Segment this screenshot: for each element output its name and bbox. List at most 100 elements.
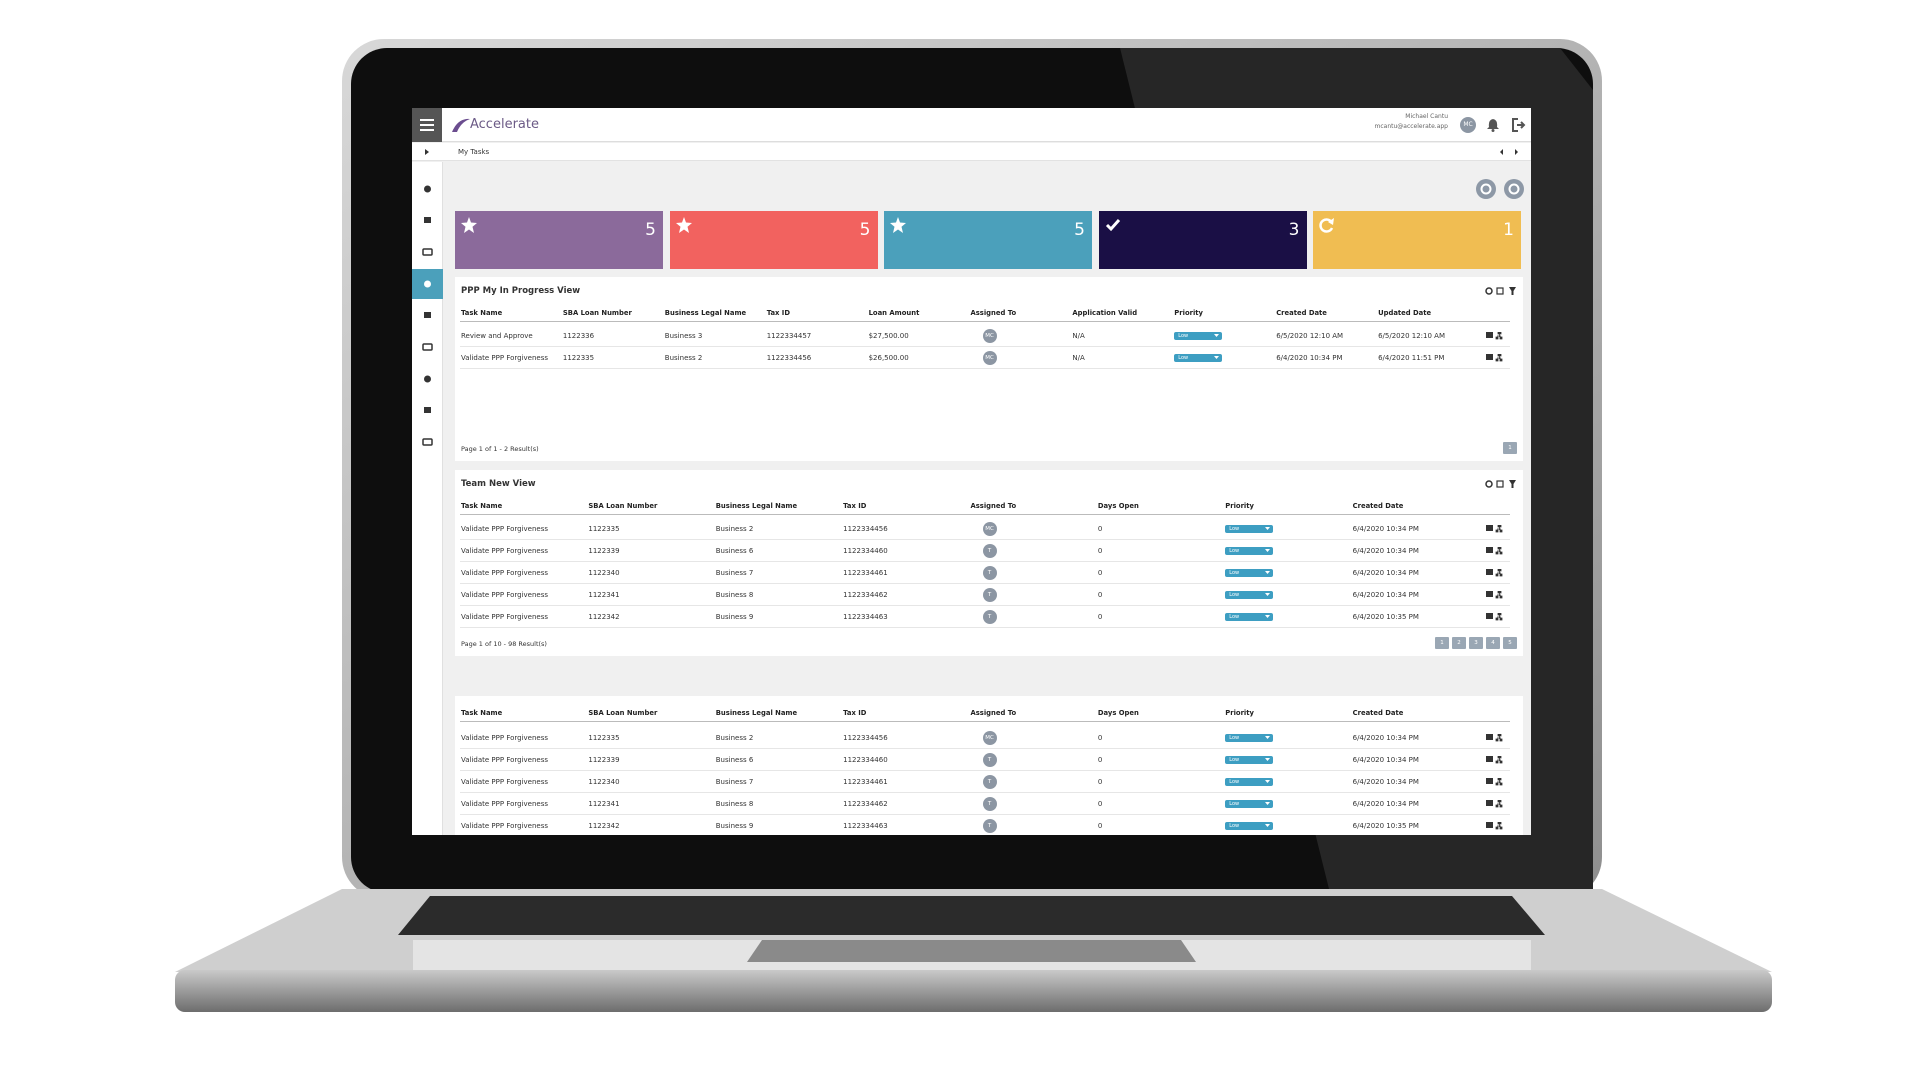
action-list [1486, 800, 1493, 806]
row-actions[interactable] [1486, 734, 1506, 742]
action-tree [1495, 591, 1503, 599]
summary-tile[interactable]: 5 [669, 211, 878, 269]
row-actions[interactable] [1486, 613, 1506, 621]
page-button[interactable]: 3 [1469, 637, 1483, 649]
table-cell: 0 [1097, 613, 1103, 621]
row-rule [460, 748, 1510, 749]
column-header: Updated Date [1378, 309, 1432, 317]
button-bg [1504, 179, 1524, 199]
table-cell: $26,500.00 [868, 354, 909, 362]
row-actions[interactable] [1486, 569, 1506, 577]
button-bg [1476, 179, 1496, 199]
table-cell: 1122334456 [843, 734, 888, 742]
priority-select[interactable]: Low [1225, 778, 1274, 786]
row-actions[interactable] [1486, 800, 1506, 808]
tool-refresh [1485, 480, 1493, 488]
page-button[interactable]: 2 [1452, 637, 1466, 649]
nav-icon [424, 217, 431, 223]
table-cell: 1122334460 [843, 756, 888, 764]
row-actions[interactable] [1486, 332, 1506, 340]
settings-button[interactable] [1504, 179, 1524, 199]
priority-select[interactable]: Low [1225, 547, 1274, 555]
priority-select[interactable]: Low [1174, 332, 1223, 340]
column-header: Business Legal Name [664, 309, 747, 317]
panel-tools[interactable] [1485, 479, 1519, 489]
priority-select[interactable]: Low [1225, 800, 1274, 808]
table-cell: 0 [1097, 569, 1103, 577]
table-cell: 0 [1097, 525, 1103, 533]
priority-select[interactable]: Low [1225, 734, 1274, 742]
refresh-button[interactable] [1476, 179, 1496, 199]
table-cell: 1122334463 [843, 822, 888, 830]
table-cell: 1122334456 [843, 525, 888, 533]
row-actions[interactable] [1486, 756, 1506, 764]
row-actions[interactable] [1486, 525, 1506, 533]
column-header: Priority [1174, 309, 1203, 317]
row-actions[interactable] [1486, 822, 1506, 830]
user-name: Michael Cantu [1405, 113, 1448, 120]
panel-tools[interactable] [1485, 286, 1519, 296]
action-tree [1495, 547, 1503, 555]
dropdown-caret [1265, 758, 1271, 761]
row-actions[interactable] [1486, 354, 1506, 362]
page-button[interactable]: 1 [1503, 442, 1517, 454]
header-rule [460, 514, 1510, 515]
expand-arrow [425, 149, 429, 155]
table-cell: 6/4/2020 10:34 PM [1352, 778, 1419, 786]
priority-select[interactable]: Low [1174, 354, 1223, 362]
user-avatar[interactable]: MC [1460, 117, 1476, 133]
table-cell: 6/4/2020 10:34 PM [1352, 547, 1419, 555]
row-actions[interactable] [1486, 778, 1506, 786]
action-list [1486, 756, 1493, 762]
priority-select[interactable]: Low [1225, 756, 1274, 764]
row-rule [460, 368, 1510, 369]
page-button[interactable]: 4 [1486, 637, 1500, 649]
summary-tile[interactable]: 5 [455, 211, 663, 269]
table-cell: 1122334462 [843, 591, 888, 599]
dropdown-caret [1265, 736, 1271, 739]
priority-select[interactable]: Low [1225, 591, 1274, 599]
column-header: Application Valid [1072, 309, 1138, 317]
row-actions[interactable] [1486, 591, 1506, 599]
priority-select[interactable]: Low [1225, 613, 1274, 621]
assignee-avatar: T [982, 588, 997, 602]
page-button[interactable]: 1 [1435, 637, 1449, 649]
menu-button[interactable] [412, 108, 442, 142]
summary-tile[interactable]: 5 [884, 211, 1092, 269]
action-list [1486, 822, 1493, 828]
dropdown-caret [1265, 549, 1271, 552]
logo-swoosh [452, 118, 470, 132]
row-actions[interactable] [1486, 547, 1506, 555]
row-rule [460, 539, 1510, 540]
brand-name: Accelerate [470, 117, 539, 132]
action-list [1486, 547, 1493, 553]
star [461, 217, 477, 233]
summary-tile[interactable]: 3 [1098, 211, 1307, 269]
table-cell: 1122342 [588, 822, 620, 830]
table-cell: 1122334460 [843, 547, 888, 555]
row-rule [460, 814, 1510, 815]
sidebar-icons[interactable] [412, 162, 443, 462]
action-tree [1495, 756, 1503, 764]
priority-select[interactable]: Low [1225, 822, 1274, 830]
priority-select[interactable]: Low [1225, 525, 1274, 533]
logout-icon[interactable] [1512, 118, 1526, 132]
table-cell: 0 [1097, 591, 1103, 599]
assignee-avatar: MC [982, 522, 997, 536]
bell-icon[interactable] [1487, 118, 1499, 132]
column-header: Created Date [1276, 309, 1327, 317]
priority-select[interactable]: Low [1225, 569, 1274, 577]
tool-filter [1509, 480, 1516, 488]
caret [1265, 549, 1271, 552]
logo-mark [452, 118, 470, 132]
refresh [1319, 218, 1334, 233]
summary-tile[interactable]: 1 [1313, 211, 1521, 269]
logout-arrow [1517, 121, 1526, 129]
table-cell: Business 3 [664, 332, 703, 340]
action-tree [1495, 778, 1503, 786]
action-list [1486, 591, 1493, 597]
table-cell: 1122334462 [843, 800, 888, 808]
action-list [1486, 778, 1493, 784]
page-button[interactable]: 5 [1503, 637, 1517, 649]
logout-frame [1512, 118, 1518, 132]
